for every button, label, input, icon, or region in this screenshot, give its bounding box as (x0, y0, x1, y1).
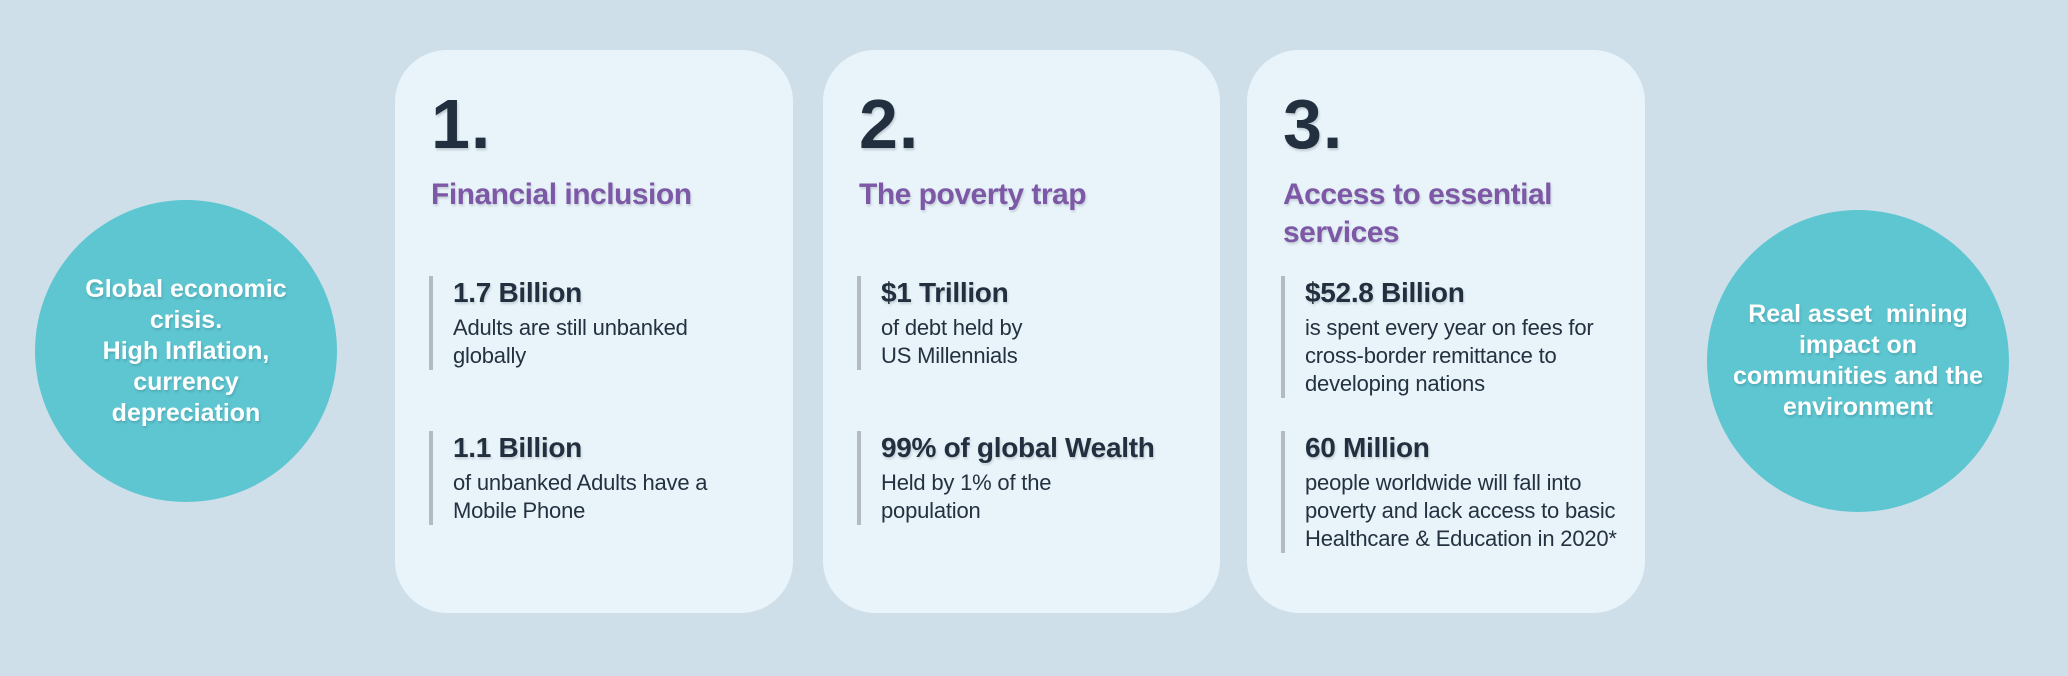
stat-block: $1 Trillion of debt held by US Millennia… (857, 276, 1194, 370)
stat-block: 60 Million people worldwide will fall in… (1281, 431, 1619, 553)
desc-line: US Millennials (881, 343, 1018, 368)
card-financial-inclusion: 1. Financial inclusion 1.7 Billion Adult… (395, 50, 793, 613)
mining-impact-circle: Real asset mining impact on communities … (1707, 210, 2009, 512)
card-number: 2. (859, 85, 920, 163)
title-line: Access to essential (1283, 178, 1552, 211)
card-title: Financial inclusion (431, 176, 757, 214)
circle-text-line: environment (1782, 393, 1934, 421)
title-line: The poverty trap (859, 178, 1087, 211)
card-title: The poverty trap (859, 176, 1184, 214)
stat-block: $52.8 Billion is spent every year on fee… (1281, 276, 1619, 398)
desc-line: Held by 1% of the (881, 470, 1052, 495)
desc-line: cross-border remittance to (1305, 343, 1557, 368)
stat-value: $1 Trillion (881, 277, 1009, 308)
circle-text-line: depreciation (111, 398, 261, 427)
stat-description: of unbanked Adults have a Mobile Phone (453, 469, 767, 525)
desc-line: is spent every year on fees for (1305, 315, 1594, 340)
stat-block: 99% of global Wealth Held by 1% of the p… (857, 431, 1194, 525)
card-access-essential-services: 3. Access to essential services $52.8 Bi… (1247, 50, 1645, 613)
card-poverty-trap: 2. The poverty trap $1 Trillion of debt … (823, 50, 1220, 613)
desc-line: Mobile Phone (453, 498, 586, 523)
desc-line: globally (453, 343, 527, 368)
stat-value: 99% of global Wealth (881, 432, 1155, 463)
desc-line: Adults are still unbanked (453, 315, 688, 340)
stat-value: 60 Million (1305, 432, 1430, 463)
desc-line: Healthcare & Education in 2020* (1305, 526, 1617, 551)
desc-line: of unbanked Adults have a (453, 470, 708, 495)
card-number: 1. (431, 85, 492, 163)
stat-description: people worldwide will fall into poverty … (1305, 469, 1619, 553)
desc-line: of debt held by (881, 315, 1023, 340)
global-crisis-circle: Global economic crisis. High Inflation, … (35, 200, 337, 502)
desc-line: poverty and lack access to basic (1305, 498, 1616, 523)
circle-text-line: Real asset mining (1748, 300, 1968, 328)
stat-value: 1.7 Billion (453, 277, 582, 308)
card-number: 3. (1283, 85, 1344, 163)
circle-text-line: Global economic (85, 274, 287, 303)
title-line: Financial inclusion (431, 178, 692, 211)
stat-description: is spent every year on fees for cross-bo… (1305, 314, 1619, 398)
circle-text-line: currency (133, 367, 239, 396)
circle-text-line: High Inflation, (102, 336, 270, 365)
card-title: Access to essential services (1283, 176, 1609, 252)
desc-line: people worldwide will fall into (1305, 470, 1582, 495)
stat-description: Held by 1% of the population (881, 469, 1194, 525)
circle-text-line: communities and the (1732, 362, 1984, 390)
desc-line: developing nations (1305, 371, 1485, 396)
stat-block: 1.1 Billion of unbanked Adults have a Mo… (429, 431, 767, 525)
circle-text-line: impact on (1798, 331, 1918, 359)
desc-line: population (881, 498, 981, 523)
stat-block: 1.7 Billion Adults are still unbanked gl… (429, 276, 767, 370)
title-line: services (1283, 216, 1400, 249)
stat-description: of debt held by US Millennials (881, 314, 1194, 370)
stat-value: $52.8 Billion (1305, 277, 1465, 308)
circle-text-line: crisis. (149, 305, 223, 334)
stat-value: 1.1 Billion (453, 432, 582, 463)
stat-description: Adults are still unbanked globally (453, 314, 767, 370)
